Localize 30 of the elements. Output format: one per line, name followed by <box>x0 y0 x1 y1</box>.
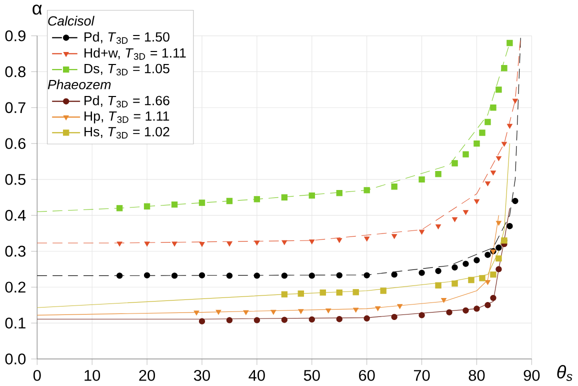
annotation: Phaeozem <box>48 80 111 90</box>
legend-label: Hd+w, T$_{3D}$ = 1.11 <box>84 48 186 60</box>
y-tick-label: 0.1 <box>5 318 26 329</box>
x-tick-label: 20 <box>139 370 156 382</box>
y-tick-label: 0.8 <box>5 66 26 78</box>
y-tick-label: 0.6 <box>5 138 26 150</box>
x-tick-label: 0 <box>33 370 41 382</box>
x-tick-label: 70 <box>414 370 430 382</box>
legend-label: Pd, T$_{3D}$ = 1.50 <box>84 32 170 44</box>
legend-label: Hp, T$_{3D}$ = 1.11 <box>84 112 170 124</box>
x-tick-label: 30 <box>194 370 210 382</box>
x-axis-title: θ$_{s}$ <box>557 365 572 382</box>
y-tick-label: 0.0 <box>5 354 26 365</box>
x-tick-label: 60 <box>359 370 375 382</box>
x-tick-label: 50 <box>304 370 320 382</box>
y-tick-label: 0.4 <box>5 210 26 221</box>
legend-label: Ds, T$_{3D}$ = 1.05 <box>84 64 170 76</box>
x-tick-label: 10 <box>84 370 100 382</box>
y-axis-title: α <box>32 4 42 15</box>
x-tick-label: 80 <box>468 370 485 382</box>
x-tick-label: 90 <box>524 370 540 382</box>
text: Calcisol <box>48 16 94 26</box>
legend-label: Pd, T$_{3D}$ = 1.66 <box>84 96 170 108</box>
legend-label: Hs, T$_{3D}$ = 1.02 <box>84 127 170 139</box>
y-tick-label: 0.7 <box>5 102 26 114</box>
y-tick-label: 0.9 <box>5 30 26 42</box>
y-tick-label: 0.5 <box>5 174 26 186</box>
y-tick-label: 0.3 <box>5 246 26 257</box>
y-tick-label: 0.2 <box>5 282 26 293</box>
x-tick-label: 40 <box>248 370 265 382</box>
